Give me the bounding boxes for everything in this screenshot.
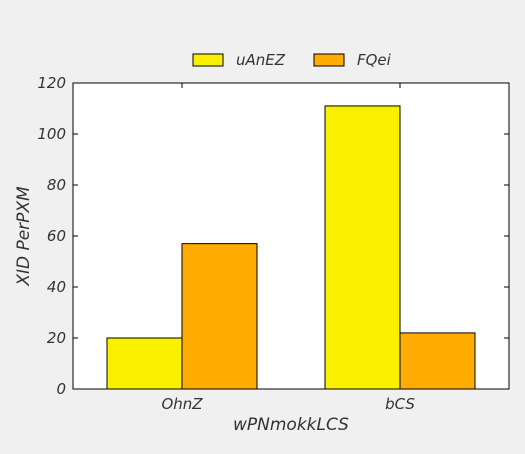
y-tick-label: 40 xyxy=(47,278,66,296)
bar-FQei-bCS xyxy=(399,332,476,390)
bars xyxy=(106,105,476,390)
y-tick-label: 60 xyxy=(47,227,66,245)
legend: uAnEZ FQei xyxy=(192,51,392,69)
bar-uAnEZ-OhnZ xyxy=(106,337,183,390)
x-axis-title: wPNmokkLCS xyxy=(233,415,349,435)
x-axis-ticks: OhnZ bCS xyxy=(161,83,415,413)
y-tick-label: 100 xyxy=(37,125,66,143)
y-tick-label: 120 xyxy=(37,74,66,92)
y-tick-label: 0 xyxy=(56,380,66,398)
y-tick-label: 80 xyxy=(47,176,66,194)
bar-FQei-OhnZ xyxy=(181,243,258,390)
y-tick-label: 20 xyxy=(47,329,66,347)
bar-uAnEZ-bCS xyxy=(324,105,401,390)
legend-swatch-FQei xyxy=(313,53,345,67)
legend-label-uAnEZ: uAnEZ xyxy=(236,51,286,69)
y-axis-title: XID PerPXM xyxy=(14,186,34,287)
legend-swatch-uAnEZ xyxy=(192,53,224,67)
x-tick-label: OhnZ xyxy=(161,395,203,413)
legend-label-FQei: FQei xyxy=(357,51,392,69)
y-axis-ticks: 0 20 40 60 80 100 120 xyxy=(37,74,509,398)
x-tick-label: bCS xyxy=(385,395,415,413)
